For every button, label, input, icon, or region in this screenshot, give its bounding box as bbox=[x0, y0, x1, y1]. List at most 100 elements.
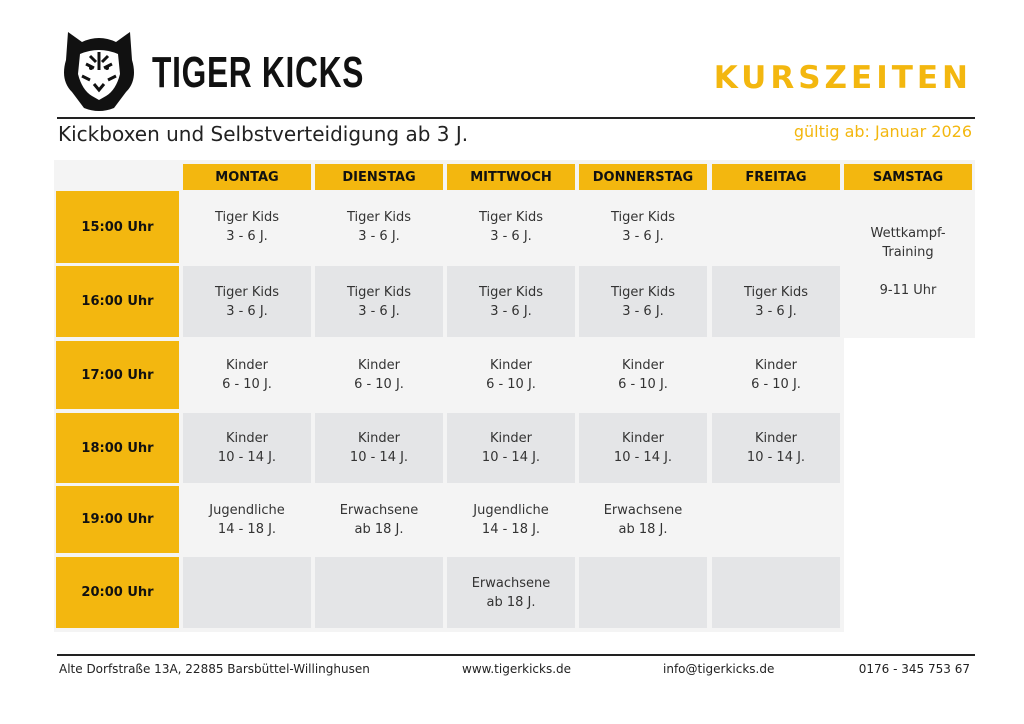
course-name: Tiger Kids bbox=[214, 284, 280, 300]
footer-email[interactable]: info@tigerkicks.de bbox=[663, 662, 775, 676]
course-age: ab 18 J. bbox=[618, 521, 668, 537]
course-name: Tiger Kids bbox=[478, 210, 544, 225]
saturday-line2: Training bbox=[882, 245, 934, 260]
saturday-line1: Wettkampf- bbox=[870, 226, 946, 241]
course-cell: Kinder 6 - 10 J. bbox=[315, 341, 443, 409]
course-name: Kinder bbox=[622, 358, 664, 373]
day-header-mittwoch: MITTWOCH bbox=[447, 164, 575, 190]
valid-from: gültig ab: Januar 2026 bbox=[793, 122, 972, 141]
course-age: 10 - 14 J. bbox=[481, 450, 541, 465]
course-name: Kinder bbox=[358, 431, 400, 446]
course-age: 10 - 14 J. bbox=[217, 450, 277, 465]
course-age: ab 18 J. bbox=[486, 594, 536, 610]
course-cell bbox=[315, 557, 443, 628]
course-cell: Kinder 10 - 14 J. bbox=[315, 413, 443, 483]
course-name: Jugendliche bbox=[209, 502, 285, 518]
footer-phone: 0176 - 345 753 67 bbox=[858, 662, 970, 676]
time-slot: 19:00 Uhr bbox=[56, 486, 179, 553]
course-age: 6 - 10 J. bbox=[751, 377, 801, 392]
course-cell: Tiger Kids 3 - 6 J. bbox=[447, 191, 575, 263]
course-name: Kinder bbox=[226, 358, 268, 373]
course-name: Kinder bbox=[358, 358, 400, 373]
course-age: 14 - 18 J. bbox=[481, 521, 541, 537]
course-cell bbox=[579, 557, 707, 628]
course-age: 3 - 6 J. bbox=[490, 303, 532, 319]
course-cell: Erwachsene ab 18 J. bbox=[447, 557, 575, 628]
course-name: Tiger Kids bbox=[346, 284, 412, 300]
course-age: 6 - 10 J. bbox=[486, 377, 536, 392]
time-slot: 15:00 Uhr bbox=[56, 191, 179, 263]
course-name: Erwachsene bbox=[471, 575, 551, 591]
course-cell: Kinder 6 - 10 J. bbox=[579, 341, 707, 409]
course-cell bbox=[712, 486, 840, 553]
divider bbox=[57, 117, 975, 119]
course-name: Jugendliche bbox=[473, 502, 549, 518]
course-cell: Kinder 6 - 10 J. bbox=[447, 341, 575, 409]
course-name: Kinder bbox=[622, 431, 664, 446]
page-title: KURSZEITEN bbox=[713, 60, 972, 96]
course-age: 3 - 6 J. bbox=[490, 229, 532, 244]
course-cell: Kinder 6 - 10 J. bbox=[712, 341, 840, 409]
divider bbox=[57, 654, 975, 656]
saturday-time: 9-11 Uhr bbox=[879, 283, 937, 298]
course-name: Tiger Kids bbox=[610, 284, 676, 300]
course-cell bbox=[712, 557, 840, 628]
time-slot: 18:00 Uhr bbox=[56, 413, 179, 483]
course-age: 6 - 10 J. bbox=[222, 377, 272, 392]
course-cell: Tiger Kids 3 - 6 J. bbox=[579, 266, 707, 337]
course-name: Tiger Kids bbox=[743, 284, 809, 300]
course-name: Kinder bbox=[490, 358, 532, 373]
course-cell: Tiger Kids 3 - 6 J. bbox=[183, 191, 311, 263]
course-cell: Tiger Kids 3 - 6 J. bbox=[447, 266, 575, 337]
course-cell: Kinder 10 - 14 J. bbox=[447, 413, 575, 483]
course-name: Tiger Kids bbox=[610, 210, 676, 225]
course-cell: Erwachsene ab 18 J. bbox=[315, 486, 443, 553]
footer-website[interactable]: www.tigerkicks.de bbox=[462, 662, 572, 676]
course-cell: Tiger Kids 3 - 6 J. bbox=[579, 191, 707, 263]
course-cell: Jugendliche 14 - 18 J. bbox=[447, 486, 575, 553]
day-header-dienstag: DIENSTAG bbox=[315, 164, 443, 190]
course-age: 14 - 18 J. bbox=[217, 521, 277, 537]
course-cell: Tiger Kids 3 - 6 J. bbox=[183, 266, 311, 337]
course-age: 6 - 10 J. bbox=[354, 377, 404, 392]
footer-address: Alte Dorfstraße 13A, 22885 Barsbüttel-Wi… bbox=[59, 662, 370, 676]
course-cell bbox=[183, 557, 311, 628]
brand-name: TIGER KICKS bbox=[152, 48, 365, 97]
time-slot: 17:00 Uhr bbox=[56, 341, 179, 409]
course-age: 3 - 6 J. bbox=[755, 303, 797, 319]
course-cell bbox=[712, 191, 840, 263]
course-cell: Kinder 10 - 14 J. bbox=[183, 413, 311, 483]
course-cell: Tiger Kids 3 - 6 J. bbox=[315, 191, 443, 263]
course-name: Tiger Kids bbox=[346, 210, 412, 225]
course-age: 10 - 14 J. bbox=[613, 450, 673, 465]
course-name: Kinder bbox=[755, 431, 797, 446]
schedule-table bbox=[54, 160, 844, 632]
time-slot: 20:00 Uhr bbox=[56, 557, 179, 628]
course-name: Kinder bbox=[226, 431, 268, 446]
day-header-montag: MONTAG bbox=[183, 164, 311, 190]
course-age: 3 - 6 J. bbox=[622, 229, 664, 244]
course-age: 6 - 10 J. bbox=[618, 377, 668, 392]
course-cell: Jugendliche 14 - 18 J. bbox=[183, 486, 311, 553]
course-cell: Kinder 10 - 14 J. bbox=[712, 413, 840, 483]
course-cell: Tiger Kids 3 - 6 J. bbox=[315, 266, 443, 337]
tiger-head-icon bbox=[64, 32, 134, 111]
course-cell: Erwachsene ab 18 J. bbox=[579, 486, 707, 553]
course-age: 3 - 6 J. bbox=[226, 303, 268, 319]
course-name: Kinder bbox=[755, 358, 797, 373]
course-cell: Kinder 10 - 14 J. bbox=[579, 413, 707, 483]
course-age: 10 - 14 J. bbox=[349, 450, 409, 465]
course-name: Kinder bbox=[490, 431, 532, 446]
saturday-cell: Wettkampf- Training 9-11 Uhr bbox=[844, 191, 972, 337]
course-name: Erwachsene bbox=[603, 502, 683, 518]
day-header-freitag: FREITAG bbox=[712, 164, 840, 190]
course-cell: Tiger Kids 3 - 6 J. bbox=[712, 266, 840, 337]
time-slot: 16:00 Uhr bbox=[56, 266, 179, 337]
course-age: 3 - 6 J. bbox=[226, 229, 268, 244]
course-age: 3 - 6 J. bbox=[622, 303, 664, 319]
course-age: 3 - 6 J. bbox=[358, 229, 400, 244]
day-header-donnerstag: DONNERSTAG bbox=[579, 164, 707, 190]
course-age: 3 - 6 J. bbox=[358, 303, 400, 319]
course-name: Tiger Kids bbox=[478, 284, 544, 300]
course-cell: Kinder 6 - 10 J. bbox=[183, 341, 311, 409]
